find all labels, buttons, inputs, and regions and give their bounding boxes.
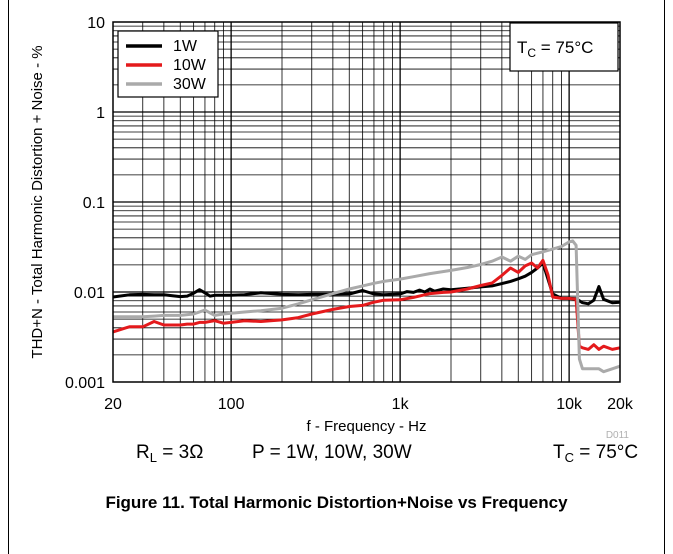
watermark-code: D011 bbox=[606, 430, 630, 441]
annotation-text: TC = 75°C bbox=[517, 38, 593, 60]
x-tick-label: 20k bbox=[607, 396, 634, 413]
legend-label-1w: 1W bbox=[173, 38, 198, 55]
y-tick-label: 10 bbox=[87, 15, 105, 32]
series-line-30w bbox=[113, 239, 621, 374]
legend-label-10w: 10W bbox=[173, 57, 207, 74]
x-tick-label: 100 bbox=[218, 396, 245, 413]
case-temperature-label: TC = 75°C bbox=[553, 442, 639, 465]
x-tick-label: 20 bbox=[104, 396, 122, 413]
series-line-1w bbox=[112, 261, 621, 306]
power-levels-label: P = 1W, 10W, 30W bbox=[252, 442, 412, 463]
legend-label-30w: 30W bbox=[173, 76, 207, 93]
y-axis-label: THD+N - Total Harmonic Distortion + Nois… bbox=[29, 45, 46, 358]
y-tick-label: 0.001 bbox=[65, 375, 105, 392]
plot-frame bbox=[112, 21, 621, 383]
x-tick-label: 10k bbox=[556, 396, 583, 413]
x-axis-label: f - Frequency - Hz bbox=[306, 418, 426, 435]
x-tick-label: 1k bbox=[392, 396, 410, 413]
annotation-box bbox=[509, 22, 619, 72]
y-tick-label: 0.1 bbox=[83, 195, 105, 212]
frame-right-border bbox=[664, 0, 665, 554]
figure-caption: Figure 11. Total Harmonic Distortion+Noi… bbox=[105, 493, 568, 512]
y-tick-label: 1 bbox=[96, 105, 105, 122]
series-line-10w bbox=[112, 258, 621, 351]
y-tick-label: 0.01 bbox=[74, 285, 105, 302]
load-resistance-label: RL = 3Ω bbox=[136, 442, 204, 465]
frame-left-border bbox=[8, 0, 9, 554]
